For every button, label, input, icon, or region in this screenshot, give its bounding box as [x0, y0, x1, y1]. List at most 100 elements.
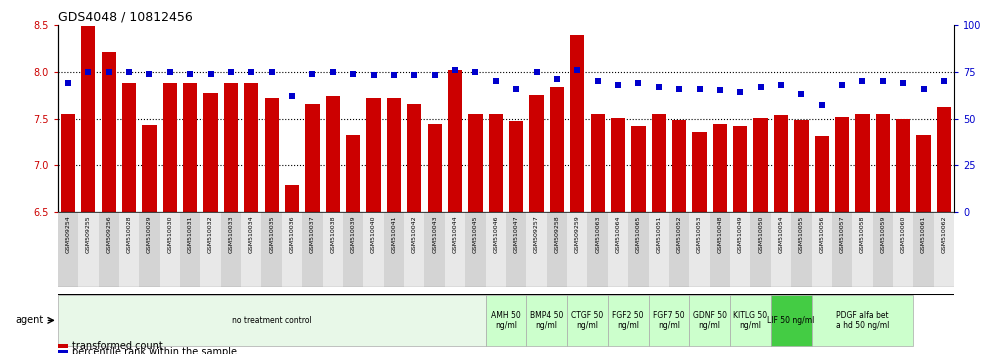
Bar: [465, 25, 486, 212]
Text: GSM510049: GSM510049: [738, 215, 743, 253]
Text: GSM510057: GSM510057: [840, 215, 845, 253]
Text: transformed count: transformed count: [72, 341, 162, 352]
Bar: [139, 212, 159, 287]
Bar: [794, 120, 809, 212]
Bar: [648, 212, 669, 287]
Bar: [61, 114, 75, 212]
Bar: [302, 25, 323, 212]
FancyBboxPatch shape: [58, 295, 486, 346]
Bar: [791, 212, 812, 287]
Bar: [159, 25, 180, 212]
Bar: [489, 114, 503, 212]
Text: percentile rank within the sample: percentile rank within the sample: [72, 347, 237, 354]
Bar: [162, 83, 177, 212]
Bar: [99, 212, 119, 287]
Text: no treatment control: no treatment control: [232, 316, 312, 325]
Text: GSM510048: GSM510048: [717, 215, 722, 253]
Bar: [506, 212, 526, 287]
Bar: [937, 107, 951, 212]
Bar: [180, 25, 200, 212]
Bar: [588, 25, 608, 212]
Bar: [424, 212, 445, 287]
Bar: [509, 121, 523, 212]
Bar: [58, 212, 78, 287]
Bar: [139, 25, 159, 212]
Bar: [588, 212, 608, 287]
Text: GSM509255: GSM509255: [86, 215, 91, 253]
Text: GSM510052: GSM510052: [676, 215, 681, 253]
Bar: [285, 185, 299, 212]
Bar: [608, 25, 628, 212]
Bar: [323, 25, 343, 212]
Bar: [383, 25, 404, 212]
Text: GSM510051: GSM510051: [656, 215, 661, 253]
Bar: [893, 212, 913, 287]
Text: GSM510058: GSM510058: [860, 215, 865, 253]
Bar: [506, 25, 526, 212]
Bar: [672, 120, 686, 212]
Bar: [774, 115, 788, 212]
Bar: [383, 212, 404, 287]
Text: GSM510033: GSM510033: [228, 215, 233, 253]
Bar: [427, 124, 442, 212]
Bar: [119, 212, 139, 287]
Text: GSM509254: GSM509254: [66, 215, 71, 253]
Bar: [404, 212, 424, 287]
Text: GSM510045: GSM510045: [473, 215, 478, 253]
Bar: [526, 25, 547, 212]
Bar: [343, 25, 364, 212]
Bar: [896, 119, 910, 212]
Bar: [486, 25, 506, 212]
Bar: [448, 70, 462, 212]
FancyBboxPatch shape: [526, 295, 567, 346]
FancyBboxPatch shape: [486, 295, 526, 346]
Text: GSM510041: GSM510041: [391, 215, 396, 253]
Text: GSM509256: GSM509256: [107, 215, 112, 253]
Bar: [547, 212, 567, 287]
Text: GSM509257: GSM509257: [534, 215, 539, 253]
Text: GSM510056: GSM510056: [820, 215, 825, 253]
FancyBboxPatch shape: [771, 295, 812, 346]
Text: GSM510065: GSM510065: [635, 215, 640, 253]
Text: GDS4048 / 10812456: GDS4048 / 10812456: [58, 11, 192, 24]
Bar: [651, 114, 666, 212]
Bar: [99, 25, 119, 212]
Bar: [771, 212, 791, 287]
Bar: [832, 212, 853, 287]
Bar: [364, 212, 383, 287]
Bar: [244, 83, 258, 212]
Text: GDNF 50
ng/ml: GDNF 50 ng/ml: [692, 311, 727, 330]
Bar: [550, 87, 564, 212]
Bar: [200, 212, 221, 287]
Bar: [468, 114, 482, 212]
Text: GSM510061: GSM510061: [921, 215, 926, 253]
Bar: [710, 25, 730, 212]
Bar: [302, 212, 323, 287]
Bar: [224, 83, 238, 212]
Text: GSM509259: GSM509259: [575, 215, 580, 253]
Bar: [262, 25, 282, 212]
Bar: [628, 212, 648, 287]
Bar: [913, 212, 934, 287]
Text: AMH 50
ng/ml: AMH 50 ng/ml: [491, 311, 521, 330]
Bar: [241, 25, 262, 212]
Bar: [750, 25, 771, 212]
Bar: [567, 212, 588, 287]
Bar: [323, 212, 343, 287]
Bar: [262, 212, 282, 287]
Bar: [648, 25, 669, 212]
Bar: [486, 212, 506, 287]
Bar: [221, 212, 241, 287]
Bar: [669, 212, 689, 287]
Bar: [893, 25, 913, 212]
Text: GSM510034: GSM510034: [249, 215, 254, 253]
Bar: [934, 25, 954, 212]
Text: PDGF alfa bet
a hd 50 ng/ml: PDGF alfa bet a hd 50 ng/ml: [836, 311, 889, 330]
Bar: [58, 25, 78, 212]
Bar: [203, 93, 218, 212]
Bar: [407, 104, 421, 212]
Bar: [465, 212, 486, 287]
Text: GSM510050: GSM510050: [758, 215, 763, 253]
Bar: [631, 126, 645, 212]
Text: GSM510063: GSM510063: [596, 215, 601, 253]
